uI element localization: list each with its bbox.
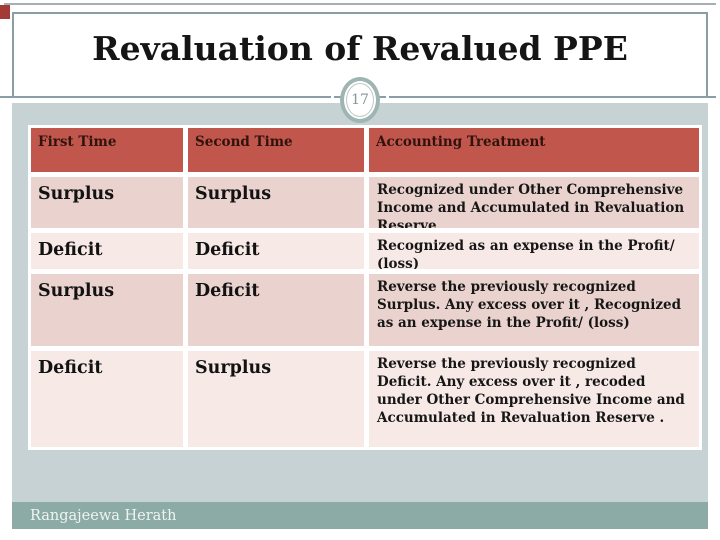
page-number-badge: 17 bbox=[340, 77, 380, 123]
divider-dash-right bbox=[379, 96, 386, 98]
table-cell-row1-second: Surplus bbox=[188, 177, 364, 228]
red-accent-mark bbox=[0, 5, 10, 19]
page-title: Revaluation of Revalued PPE bbox=[92, 28, 628, 68]
table-cell-row2-first: Deficit bbox=[31, 233, 183, 269]
table-cell-row2-treatment: Recognized as an expense in the Profit/ … bbox=[369, 233, 699, 269]
table-header-first-time: First Time bbox=[31, 128, 183, 172]
table-cell-row3-treatment: Reverse the previously recognized Surplu… bbox=[369, 274, 699, 346]
table-cell-row4-first: Deficit bbox=[31, 351, 183, 447]
divider-dash-left bbox=[334, 96, 341, 98]
table-cell-row2-second: Deficit bbox=[188, 233, 364, 269]
table-cell-row4-treatment: Reverse the previously recognized Defici… bbox=[369, 351, 699, 447]
table-cell-row1-first: Surplus bbox=[31, 177, 183, 228]
table-cell-row1-treatment: Recognized under Other Comprehensive Inc… bbox=[369, 177, 699, 228]
table-grid: First Time Second Time Accounting Treatm… bbox=[31, 128, 699, 447]
table-header-second-time: Second Time bbox=[188, 128, 364, 172]
top-rule-line bbox=[4, 3, 716, 5]
page-number: 17 bbox=[351, 92, 369, 108]
table-cell-row4-second: Surplus bbox=[188, 351, 364, 447]
footer-author: Rangajeewa Herath bbox=[30, 507, 177, 524]
revaluation-table: First Time Second Time Accounting Treatm… bbox=[28, 125, 702, 450]
table-cell-row3-first: Surplus bbox=[31, 274, 183, 346]
footer-bar: Rangajeewa Herath bbox=[12, 502, 708, 529]
table-cell-row3-second: Deficit bbox=[188, 274, 364, 346]
page-number-ring: 17 bbox=[346, 83, 374, 117]
divider-line-right bbox=[389, 96, 716, 98]
divider-line-left bbox=[0, 96, 331, 98]
table-header-accounting-treatment: Accounting Treatment bbox=[369, 128, 699, 172]
